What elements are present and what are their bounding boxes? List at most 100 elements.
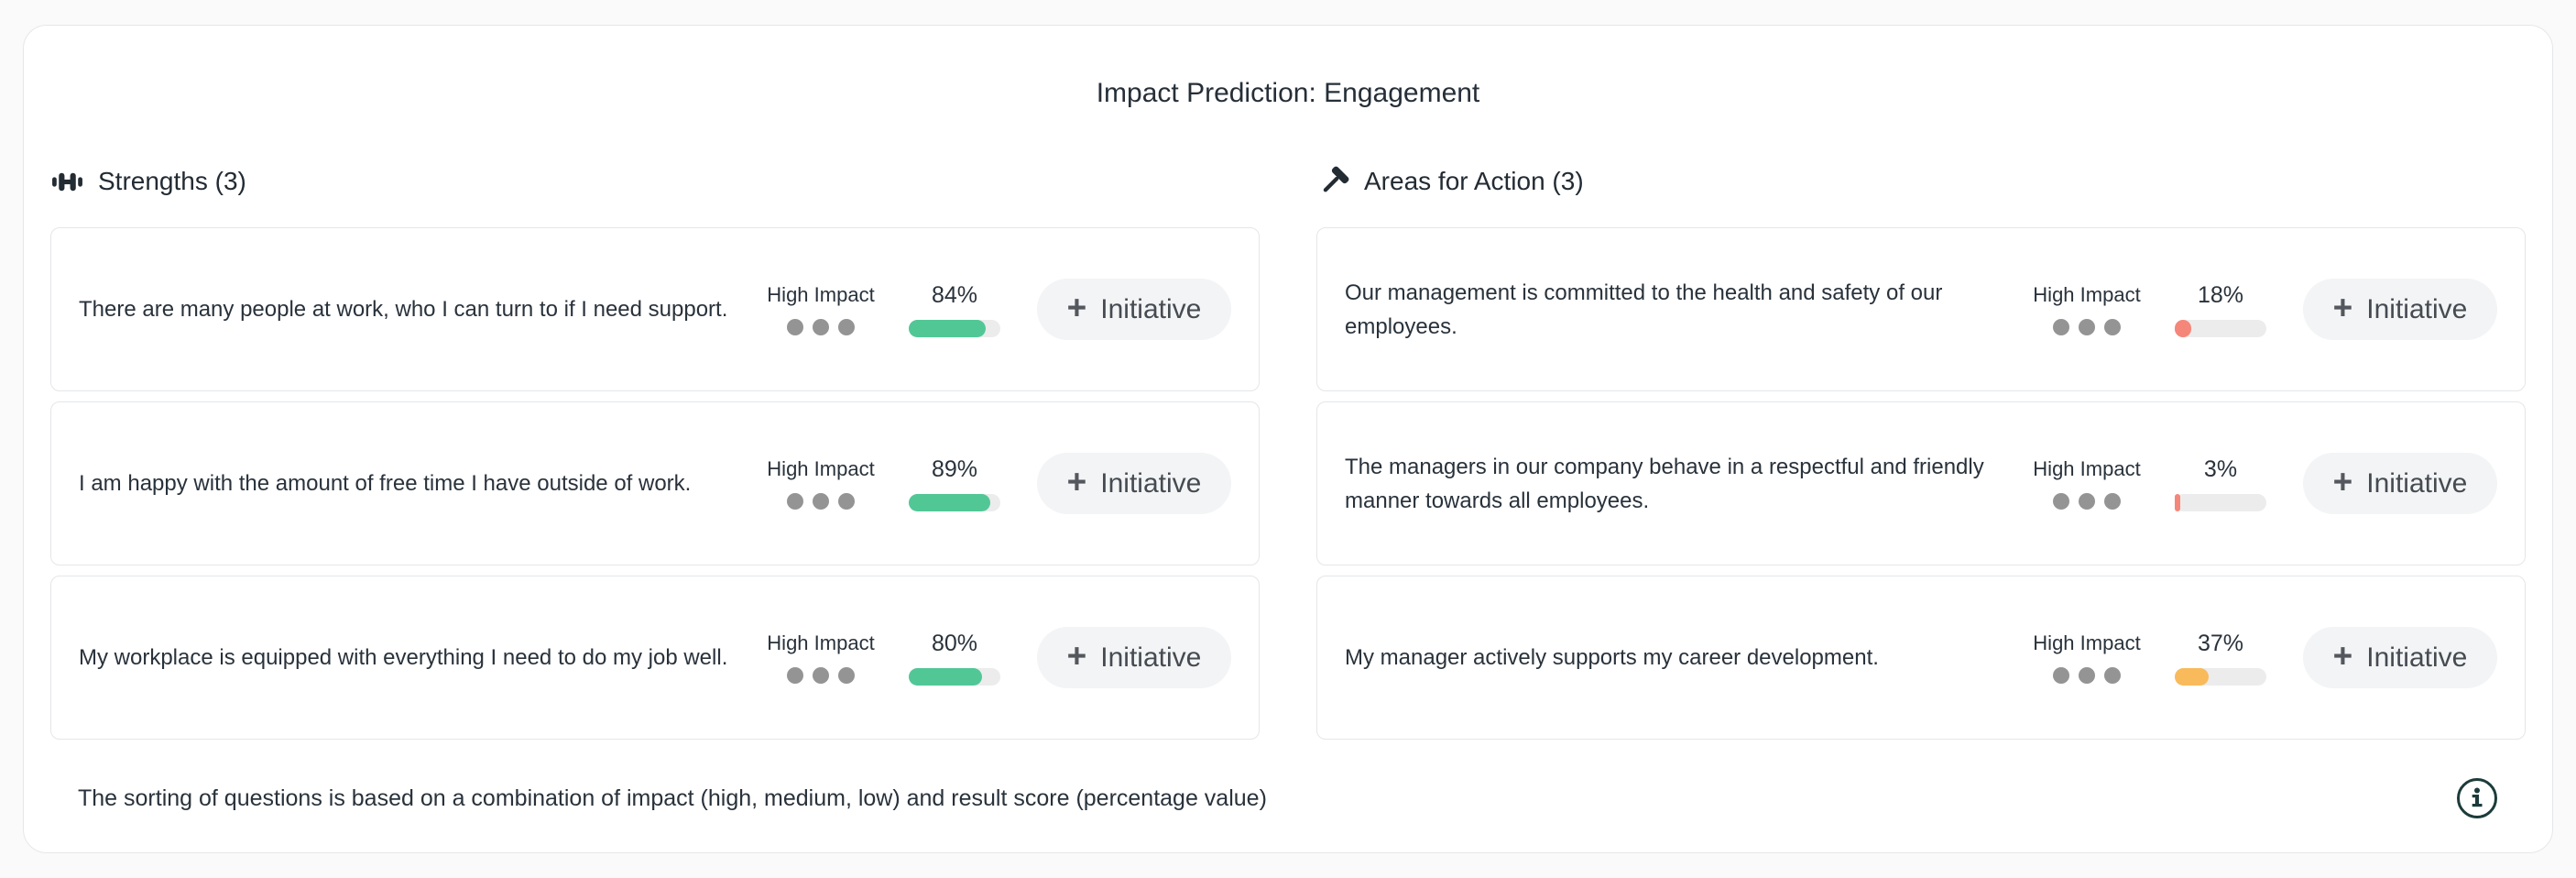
impact-dot (2104, 319, 2121, 335)
impact-label: High Impact (2033, 457, 2141, 480)
impact-block: High Impact (2026, 283, 2147, 335)
impact-dot (2104, 493, 2121, 510)
score-bar-track (909, 493, 1000, 511)
add-initiative-button[interactable]: + Initiative (1037, 279, 1231, 340)
impact-block: High Impact (2026, 631, 2147, 684)
score-block: 89% (907, 456, 1002, 511)
impact-dots (760, 667, 881, 684)
score-value: 3% (2203, 455, 2238, 482)
impact-block: High Impact (760, 457, 881, 510)
score-value: 18% (2197, 281, 2244, 308)
plus-icon: + (1066, 463, 1087, 500)
impact-label: High Impact (2033, 631, 2141, 654)
impact-dot (2079, 667, 2095, 684)
info-icon (2457, 778, 2497, 818)
impact-label: High Impact (767, 283, 875, 306)
question-card: My workplace is equipped with everything… (50, 576, 1260, 740)
impact-prediction-panel: Impact Prediction: Engagement Strengths … (23, 25, 2553, 853)
score-bar-track (2175, 667, 2266, 686)
add-initiative-button[interactable]: + Initiative (1037, 453, 1231, 514)
impact-dot (787, 667, 803, 684)
question-text: My workplace is equipped with everything… (79, 645, 728, 670)
impact-dot (838, 493, 855, 510)
footer: The sorting of questions is based on a c… (50, 775, 2526, 821)
plus-icon: + (2332, 463, 2353, 500)
impact-dot (2079, 319, 2095, 335)
impact-block: High Impact (2026, 457, 2147, 510)
score-value: 80% (931, 630, 978, 656)
impact-dot (813, 319, 829, 335)
impact-dots (760, 319, 881, 335)
section-title: Areas for Action (3) (1364, 167, 1584, 195)
initiative-button-label: Initiative (2366, 642, 2468, 673)
page-title: Impact Prediction: Engagement (1096, 78, 1480, 108)
impact-dot (838, 667, 855, 684)
impact-dot (2104, 667, 2121, 684)
score-value: 37% (2197, 630, 2244, 656)
columns: Strengths (3) There are many people at w… (50, 165, 2526, 740)
score-bar-track (2175, 493, 2266, 511)
question-text: Our management is committed to the healt… (1345, 280, 1943, 339)
score-bar-fill (909, 667, 982, 686)
section-title: Strengths (3) (98, 167, 246, 195)
score-block: 37% (2173, 631, 2268, 686)
score-block: 18% (2173, 282, 2268, 337)
add-initiative-button[interactable]: + Initiative (2303, 453, 2497, 514)
impact-block: High Impact (760, 631, 881, 684)
info-button[interactable] (2454, 775, 2500, 821)
question-text: My manager actively supports my career d… (1345, 645, 1879, 670)
initiative-button-label: Initiative (1100, 467, 1202, 499)
question-card: There are many people at work, who I can… (50, 227, 1260, 391)
impact-dots (2026, 667, 2147, 684)
areas-for-action-section: Areas for Action (3) Our management is c… (1316, 165, 2526, 740)
initiative-button-label: Initiative (1100, 293, 1202, 324)
question-text: I am happy with the amount of free time … (79, 471, 692, 496)
score-value: 84% (931, 281, 978, 308)
score-bar-fill (909, 319, 986, 337)
impact-label: High Impact (767, 631, 875, 654)
score-bar-fill (2175, 667, 2209, 686)
question-card: Our management is committed to the healt… (1316, 227, 2526, 391)
dumbbell-icon (50, 165, 84, 199)
impact-dot (838, 319, 855, 335)
impact-dot (787, 319, 803, 335)
impact-dot (2053, 667, 2069, 684)
score-bar-track (2175, 319, 2266, 337)
footer-note: The sorting of questions is based on a c… (78, 785, 1267, 811)
score-bar-fill (2175, 493, 2180, 511)
initiative-button-label: Initiative (1100, 642, 1202, 673)
areas-for-action-header: Areas for Action (3) (1316, 165, 2526, 198)
score-value: 89% (931, 455, 978, 482)
score-bar-track (909, 319, 1000, 337)
add-initiative-button[interactable]: + Initiative (1037, 627, 1231, 688)
plus-icon: + (2332, 637, 2353, 675)
impact-label: High Impact (2033, 283, 2141, 306)
plus-icon: + (1066, 637, 1087, 675)
score-block: 3% (2173, 456, 2268, 511)
question-text: There are many people at work, who I can… (79, 297, 728, 322)
impact-dots (760, 493, 881, 510)
impact-block: High Impact (760, 283, 881, 335)
strengths-header: Strengths (3) (50, 165, 1260, 198)
question-card: The managers in our company behave in a … (1316, 401, 2526, 565)
question-text: The managers in our company behave in a … (1345, 454, 1984, 513)
impact-dot (787, 493, 803, 510)
score-bar-fill (2175, 319, 2191, 337)
score-block: 84% (907, 282, 1002, 337)
impact-dot (2053, 493, 2069, 510)
hammer-icon (1316, 165, 1350, 199)
question-card: I am happy with the amount of free time … (50, 401, 1260, 565)
impact-dots (2026, 493, 2147, 510)
impact-dots (2026, 319, 2147, 335)
add-initiative-button[interactable]: + Initiative (2303, 627, 2497, 688)
impact-dot (2079, 493, 2095, 510)
strengths-section: Strengths (3) There are many people at w… (50, 165, 1260, 740)
add-initiative-button[interactable]: + Initiative (2303, 279, 2497, 340)
impact-label: High Impact (767, 457, 875, 480)
plus-icon: + (2332, 289, 2353, 326)
plus-icon: + (1066, 289, 1087, 326)
impact-dot (813, 493, 829, 510)
impact-dot (813, 667, 829, 684)
score-block: 80% (907, 631, 1002, 686)
impact-dot (2053, 319, 2069, 335)
